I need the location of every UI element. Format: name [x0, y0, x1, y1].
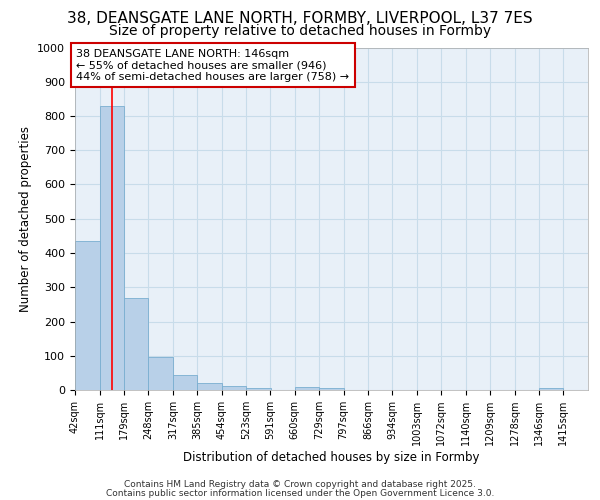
Bar [124, 298, 148, 390]
Y-axis label: Number of detached properties: Number of detached properties [19, 126, 32, 312]
Text: 38, DEANSGATE LANE NORTH, FORMBY, LIVERPOOL, L37 7ES: 38, DEANSGATE LANE NORTH, FORMBY, LIVERP… [67, 11, 533, 26]
Text: Size of property relative to detached houses in Formby: Size of property relative to detached ho… [109, 24, 491, 38]
Bar [539, 388, 563, 390]
Text: Contains public sector information licensed under the Open Government Licence 3.: Contains public sector information licen… [106, 488, 494, 498]
Bar [221, 386, 246, 390]
Bar [100, 106, 124, 390]
Text: 38 DEANSGATE LANE NORTH: 146sqm
← 55% of detached houses are smaller (946)
44% o: 38 DEANSGATE LANE NORTH: 146sqm ← 55% of… [76, 48, 349, 82]
Bar [75, 241, 100, 390]
Bar [197, 383, 221, 390]
Text: Contains HM Land Registry data © Crown copyright and database right 2025.: Contains HM Land Registry data © Crown c… [124, 480, 476, 489]
X-axis label: Distribution of detached houses by size in Formby: Distribution of detached houses by size … [183, 451, 480, 464]
Bar [295, 386, 319, 390]
Bar [173, 374, 197, 390]
Bar [246, 388, 271, 390]
Bar [319, 388, 344, 390]
Bar [148, 358, 173, 390]
